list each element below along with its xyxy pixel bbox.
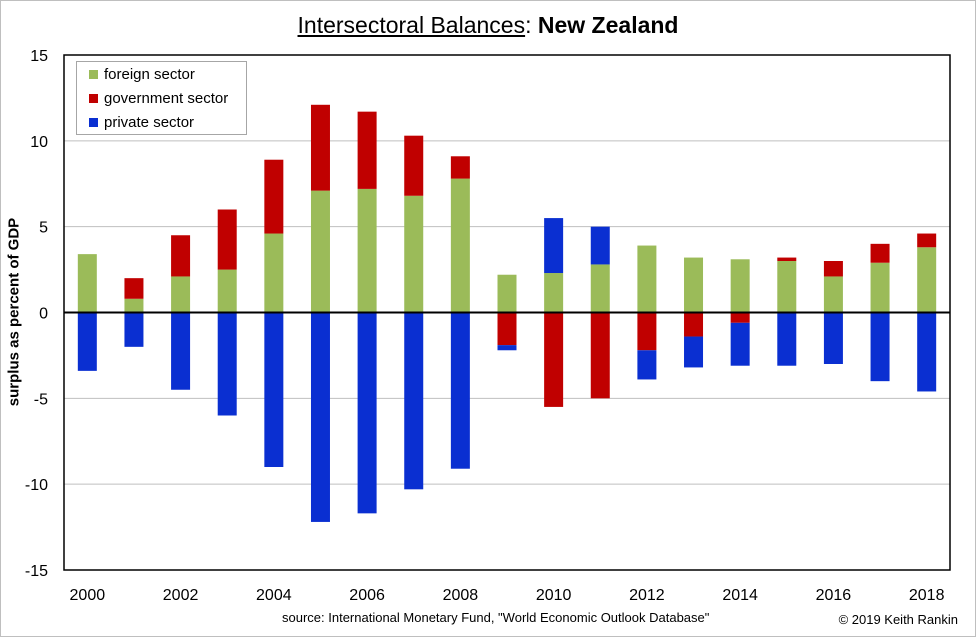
legend-swatch-government bbox=[89, 93, 98, 103]
bar-private-sector-2013 bbox=[684, 336, 704, 368]
bar-government-sector-2014 bbox=[730, 312, 750, 323]
x-tick-label: 2018 bbox=[909, 587, 945, 604]
legend-item-private: private sector bbox=[89, 112, 194, 132]
bar-government-sector-2002 bbox=[171, 235, 191, 277]
bar-government-sector-2005 bbox=[310, 104, 330, 191]
bar-foreign-sector-2015 bbox=[777, 261, 797, 313]
x-tick-label: 2012 bbox=[629, 587, 665, 604]
x-tick-label: 2002 bbox=[163, 587, 199, 604]
bar-foreign-sector-2007 bbox=[404, 195, 424, 313]
bar-foreign-sector-2005 bbox=[310, 190, 330, 313]
bar-foreign-sector-2000 bbox=[77, 254, 97, 313]
bar-private-sector-2002 bbox=[171, 312, 191, 390]
bar-foreign-sector-2009 bbox=[497, 274, 517, 313]
axes: -15 -10 -5 0 5 10 15 2000 2002 2004 2006 2008 2010 20… bbox=[25, 48, 951, 604]
bar-private-sector-2000 bbox=[77, 312, 97, 371]
bar-private-sector-2017 bbox=[870, 312, 890, 382]
bar-private-sector-2001 bbox=[124, 312, 144, 347]
gridlines bbox=[64, 140, 950, 485]
bar-government-sector-2013 bbox=[684, 312, 704, 337]
y-tick-label: 10 bbox=[30, 134, 48, 151]
y-tick-label: -15 bbox=[25, 563, 48, 580]
bar-private-sector-2007 bbox=[404, 312, 424, 490]
bar-foreign-sector-2008 bbox=[450, 178, 470, 313]
y-tick-label: -10 bbox=[25, 477, 48, 494]
legend-label-private: private sector bbox=[104, 113, 195, 131]
bar-private-sector-2012 bbox=[637, 350, 657, 380]
x-tick-label: 2016 bbox=[816, 587, 852, 604]
bar-foreign-sector-2003 bbox=[217, 269, 237, 313]
bar-foreign-sector-2006 bbox=[357, 188, 377, 313]
bar-foreign-sector-2004 bbox=[264, 233, 284, 313]
bar-government-sector-2001 bbox=[124, 278, 144, 299]
bar-private-sector-2018 bbox=[917, 312, 937, 392]
bar-government-sector-2003 bbox=[217, 209, 237, 270]
y-tick-label: -5 bbox=[34, 391, 48, 408]
x-tick-label: 2006 bbox=[349, 587, 385, 604]
bar-private-sector-2015 bbox=[777, 312, 797, 366]
bar-foreign-sector-2014 bbox=[730, 259, 750, 313]
legend-swatch-private bbox=[89, 117, 98, 127]
bar-government-sector-2012 bbox=[637, 312, 657, 351]
source-note: source: International Monetary Fund, "Wo… bbox=[282, 610, 710, 625]
bar-private-sector-2008 bbox=[450, 312, 470, 469]
chart-title-sub: New Zealand bbox=[537, 12, 679, 38]
bar-foreign-sector-2012 bbox=[637, 245, 657, 313]
copyright: © 2019 Keith Rankin bbox=[838, 612, 958, 627]
bar-government-sector-2006 bbox=[357, 111, 377, 189]
bar-private-sector-2010 bbox=[544, 218, 564, 274]
chart-title-separator: : bbox=[525, 12, 532, 38]
bar-foreign-sector-2001 bbox=[124, 298, 144, 313]
bar-government-sector-2004 bbox=[264, 159, 284, 234]
bar-government-sector-2015 bbox=[777, 257, 797, 261]
bar-government-sector-2009 bbox=[497, 312, 517, 346]
bar-foreign-sector-2002 bbox=[171, 276, 191, 313]
bars bbox=[77, 104, 937, 522]
bar-private-sector-2014 bbox=[730, 322, 750, 366]
bar-foreign-sector-2011 bbox=[590, 264, 610, 313]
bar-private-sector-2004 bbox=[264, 312, 284, 467]
y-axis-label: surplus as percent of GDP bbox=[5, 217, 23, 407]
bar-private-sector-2009 bbox=[497, 345, 517, 351]
bar-government-sector-2007 bbox=[404, 135, 424, 196]
bar-foreign-sector-2018 bbox=[917, 247, 937, 313]
bar-private-sector-2006 bbox=[357, 312, 377, 514]
legend-swatch-foreign bbox=[89, 69, 98, 79]
chart-title: Intersectoral Balances: New Zealand bbox=[0, 12, 976, 39]
bar-government-sector-2008 bbox=[450, 156, 470, 179]
x-tick-label: 2004 bbox=[256, 587, 292, 604]
legend-label-government: government sector bbox=[104, 89, 229, 107]
bar-government-sector-2017 bbox=[870, 243, 890, 263]
bar-government-sector-2016 bbox=[823, 261, 843, 277]
y-tick-label: 0 bbox=[39, 306, 48, 323]
legend-item-government: government sector bbox=[89, 88, 228, 108]
y-tick-label: 15 bbox=[30, 48, 48, 65]
bar-foreign-sector-2016 bbox=[823, 276, 843, 313]
bar-government-sector-2018 bbox=[917, 233, 937, 248]
x-tick-label: 2010 bbox=[536, 587, 572, 604]
x-tick-label: 2008 bbox=[443, 587, 479, 604]
legend: foreign sector government sector private… bbox=[76, 61, 247, 135]
bar-foreign-sector-2010 bbox=[544, 273, 564, 313]
bar-private-sector-2005 bbox=[310, 312, 330, 522]
bar-foreign-sector-2013 bbox=[684, 257, 704, 313]
bar-government-sector-2010 bbox=[544, 312, 564, 407]
legend-item-foreign: foreign sector bbox=[89, 64, 195, 84]
x-tick-label: 2014 bbox=[722, 587, 758, 604]
bar-foreign-sector-2017 bbox=[870, 262, 890, 313]
bar-private-sector-2003 bbox=[217, 312, 237, 416]
chart-title-main: Intersectoral Balances bbox=[297, 12, 526, 38]
x-tick-label: 2000 bbox=[70, 587, 106, 604]
bar-private-sector-2011 bbox=[590, 226, 610, 265]
bar-government-sector-2011 bbox=[590, 312, 610, 399]
legend-label-foreign: foreign sector bbox=[104, 65, 195, 83]
y-tick-label: 5 bbox=[39, 220, 48, 237]
bar-private-sector-2016 bbox=[823, 312, 843, 364]
